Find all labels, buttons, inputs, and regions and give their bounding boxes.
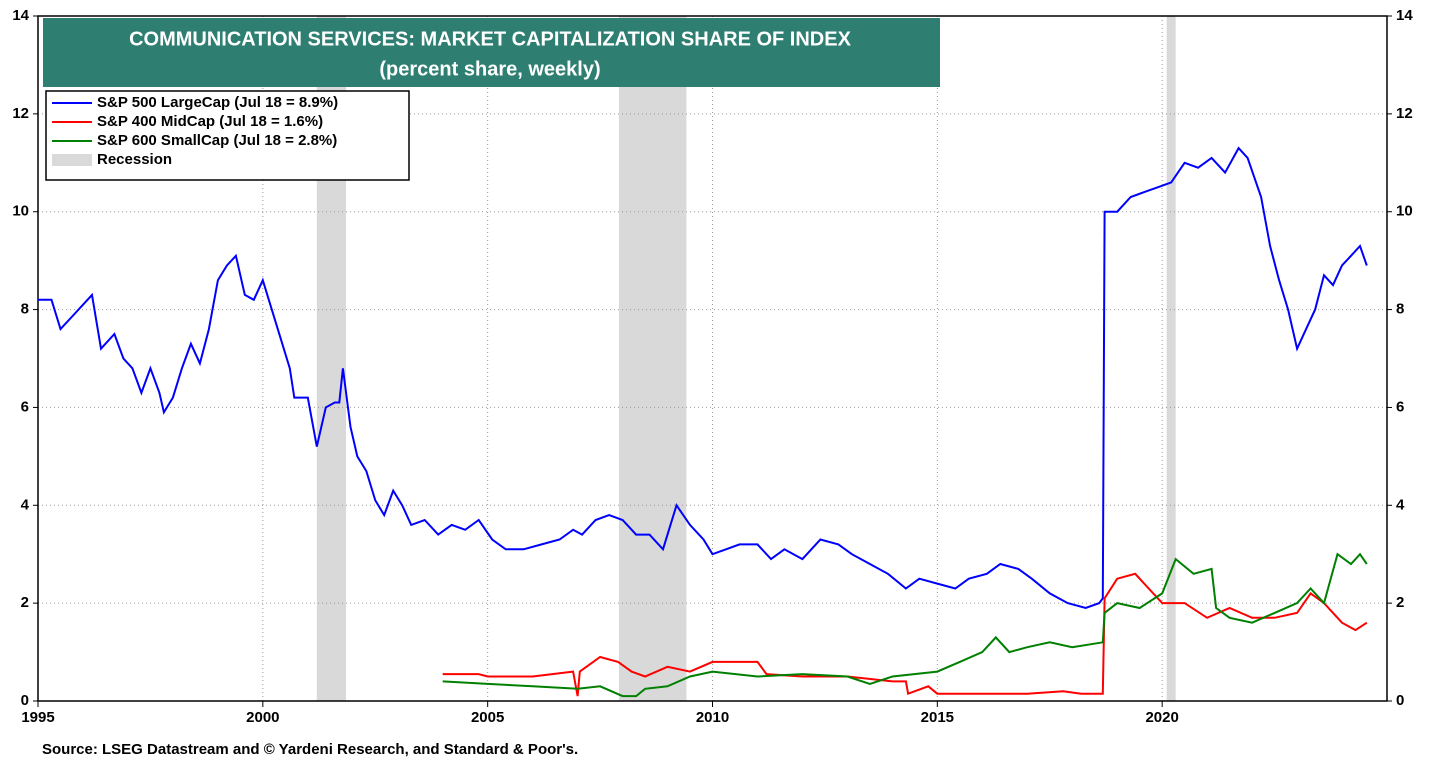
series-line [38, 146, 1368, 610]
x-tick-label: 2020 [1145, 709, 1178, 726]
y2-tick-label: 8 [1396, 301, 1404, 318]
plot-frame [37, 15, 1388, 702]
y2-tick-label: 0 [1396, 692, 1404, 709]
legend-box [45, 90, 410, 181]
y2-tick-label: 14 [1396, 7, 1413, 24]
legend-label: S&P 500 LargeCap (Jul 18 = 8.9%) [97, 94, 338, 111]
y-tick-label: 10 [12, 203, 29, 220]
legend-label: S&P 600 SmallCap (Jul 18 = 2.8%) [97, 132, 337, 149]
y-tick-label: 14 [12, 7, 29, 24]
series-line [442, 572, 1368, 697]
y2-tick-label: 12 [1396, 105, 1413, 122]
y2-tick-label: 2 [1396, 594, 1404, 611]
legend: S&P 500 LargeCap (Jul 18 = 8.9%) S&P 400 … [45, 90, 410, 181]
x-tick-label: 2015 [921, 709, 954, 726]
x-tick-label: 2010 [696, 709, 729, 726]
chart-subtitle: (percent share, weekly) [379, 58, 600, 80]
recession-band [618, 16, 687, 701]
y-tick-label: 12 [12, 105, 29, 122]
source-note: Source: LSEG Datastream and © Yardeni Re… [42, 741, 578, 758]
y-tick-label: 2 [21, 594, 29, 611]
y2-tick-label: 10 [1396, 203, 1413, 220]
x-tick-label: 2005 [471, 709, 504, 726]
x-tick-label: 2000 [246, 709, 279, 726]
recession-band [1166, 16, 1176, 701]
y2-tick-label: 4 [1396, 496, 1405, 513]
chart-title: COMMUNICATION SERVICES: MARKET CAPITALIZ… [129, 28, 852, 50]
x-tick-label: 1995 [21, 709, 54, 726]
legend-swatch [52, 154, 92, 166]
y-tick-label: 8 [21, 301, 29, 318]
legend-label: S&P 400 MidCap (Jul 18 = 1.6%) [97, 113, 323, 130]
y-tick-label: 0 [21, 692, 29, 709]
y-tick-label: 6 [21, 398, 29, 415]
title-box [43, 18, 940, 87]
y-tick-label: 4 [21, 496, 30, 513]
series-line [442, 552, 1368, 698]
y2-tick-label: 6 [1396, 398, 1404, 415]
legend-label: Recession [97, 151, 172, 168]
